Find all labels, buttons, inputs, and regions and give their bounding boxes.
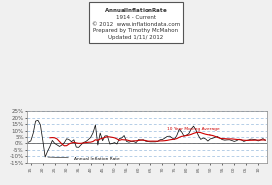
Text: $\bf{Annual Inflation  Rate}$
1914 - Current
© 2012  www.inflationdata.com
Prepa: $\bf{Annual Inflation Rate}$ 1914 - Curr… — [92, 6, 180, 40]
Text: 10 Year Moving Average: 10 Year Moving Average — [167, 127, 220, 135]
Text: Annual Inflation Rate: Annual Inflation Rate — [48, 157, 120, 161]
